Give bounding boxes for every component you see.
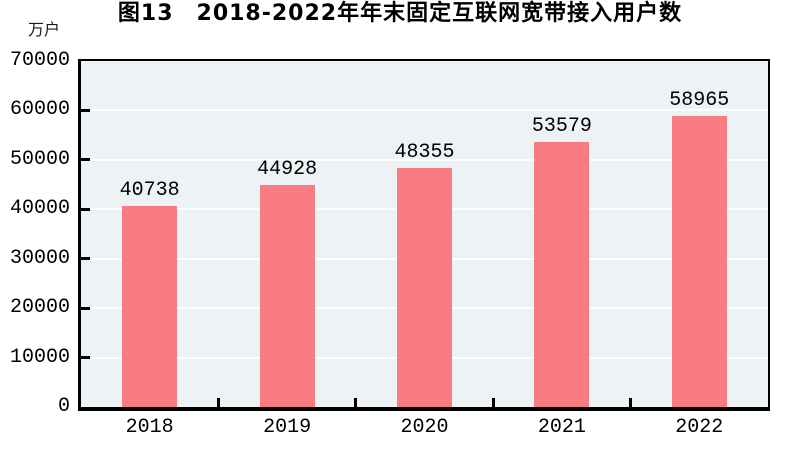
plot-area	[78, 59, 770, 411]
x-axis-tick	[216, 398, 220, 407]
x-axis-tick	[354, 398, 358, 407]
y-axis-tick	[81, 158, 90, 162]
x-axis-tick	[629, 398, 633, 407]
gridline	[81, 158, 768, 161]
bar-value-label: 53579	[531, 115, 592, 139]
x-axis-label: 2021	[537, 416, 586, 439]
x-axis-tick	[491, 398, 495, 407]
y-axis-tick-label: 50000	[9, 147, 70, 171]
y-axis-tick-label: 60000	[9, 98, 70, 122]
y-axis-tick-label: 10000	[9, 345, 70, 369]
x-axis-label: 2019	[263, 416, 312, 439]
y-axis-tick-label: 70000	[9, 49, 70, 72]
x-axis-label: 2022	[675, 416, 724, 439]
y-axis-tick	[81, 356, 90, 360]
y-axis-tick-label: 40000	[9, 197, 70, 221]
bar-value-label: 58965	[669, 88, 730, 112]
y-axis-unit-label: 万户	[28, 22, 61, 40]
y-axis-tick-label: 30000	[9, 246, 70, 270]
y-axis-tick	[81, 257, 90, 261]
x-axis-label: 2018	[125, 416, 174, 439]
bar	[397, 168, 452, 407]
bar-value-label: 40738	[119, 178, 180, 202]
x-axis-label: 2020	[400, 416, 449, 439]
bar	[534, 142, 590, 407]
bar-value-label: 48355	[394, 140, 455, 164]
gridline	[81, 109, 768, 112]
y-axis-tick	[81, 306, 90, 310]
y-axis-tick	[81, 207, 90, 211]
chart-title: 图13 2018-2022年年末固定互联网宽带接入用户数	[117, 1, 683, 26]
bar-value-label: 44928	[257, 157, 318, 181]
bar	[122, 205, 178, 407]
bar	[259, 184, 315, 407]
y-axis-tick	[81, 108, 90, 112]
bar	[671, 115, 727, 407]
y-axis-tick-label: 0	[57, 395, 70, 418]
y-axis-tick-label: 20000	[9, 296, 70, 320]
